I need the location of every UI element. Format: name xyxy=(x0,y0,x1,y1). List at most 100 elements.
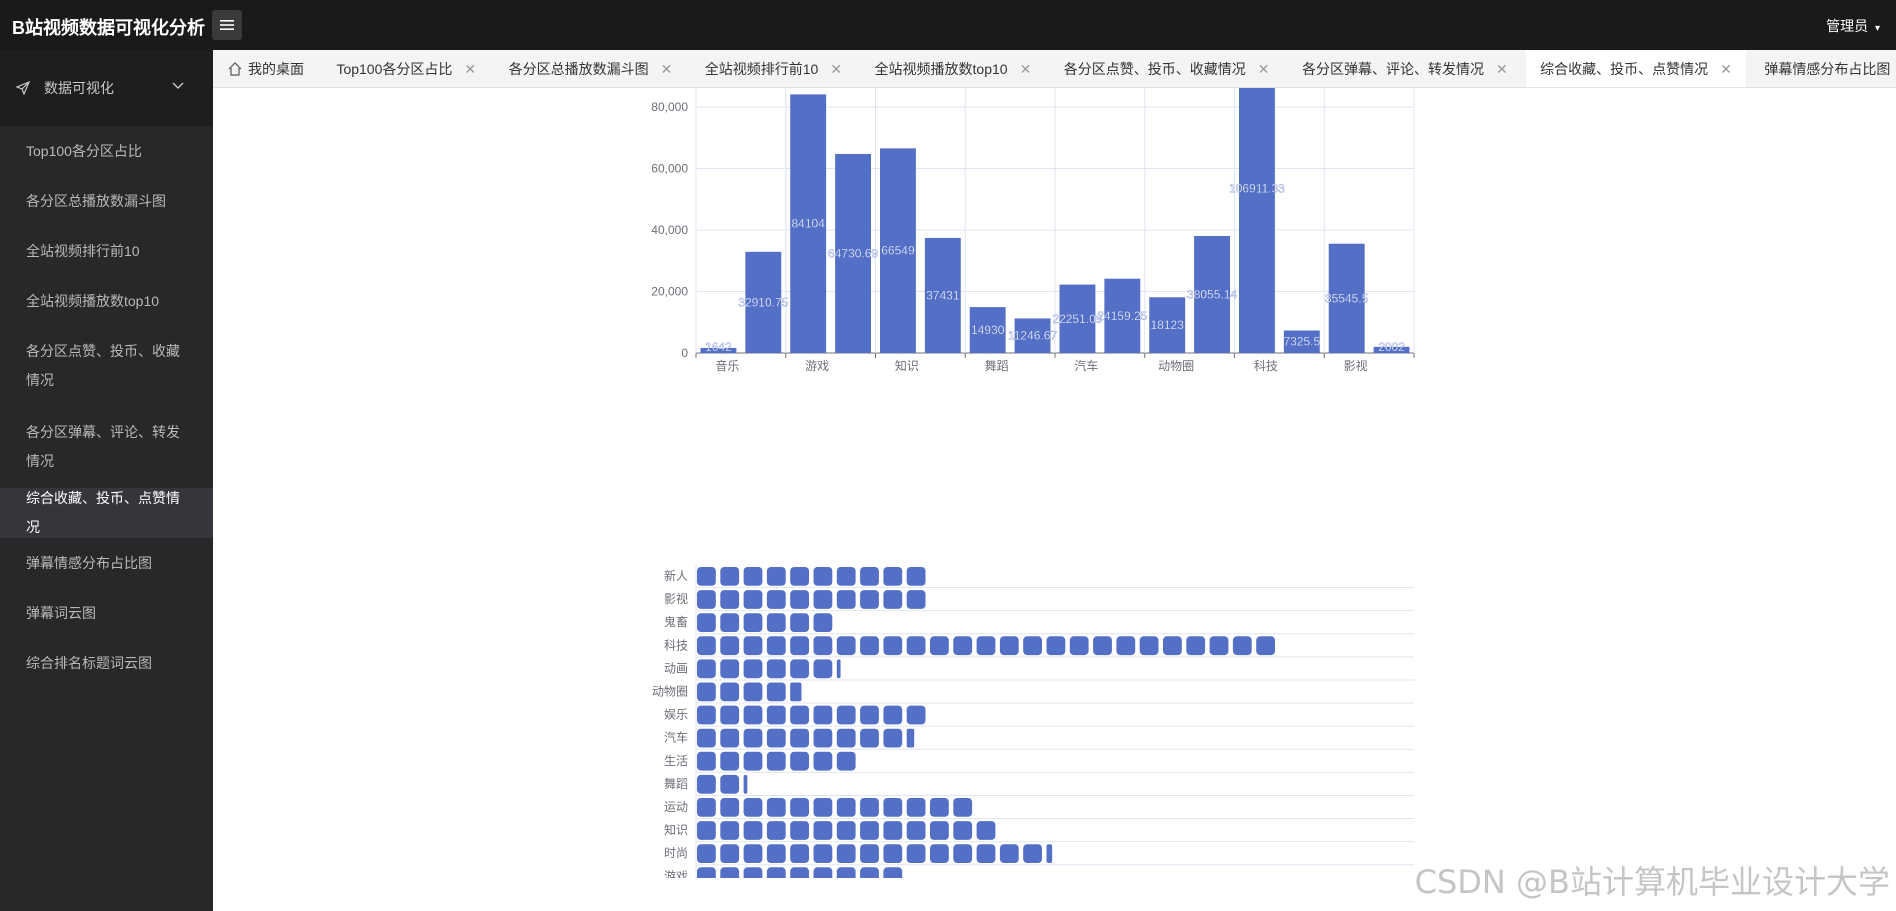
pictorial-symbol xyxy=(1093,636,1112,656)
pictorial-symbol xyxy=(720,844,740,863)
sidebar-section-data-viz[interactable]: 数据可视化 xyxy=(0,50,213,126)
pictorial-symbol xyxy=(766,751,786,771)
tab-home[interactable]: 我的桌面 xyxy=(213,50,318,87)
sidebar-section-label: 数据可视化 xyxy=(44,80,114,96)
pictorial-symbol xyxy=(720,659,740,679)
tab-play-top10[interactable]: 全站视频播放数top10 ✕ xyxy=(861,50,1046,87)
hamburger-icon xyxy=(220,20,234,30)
pictorial-symbol xyxy=(697,636,716,656)
pictorial-symbol xyxy=(697,705,716,725)
close-icon[interactable]: ✕ xyxy=(1257,60,1270,77)
pictorial-symbol xyxy=(766,682,786,702)
sidebar-item-label: 全站视频排行前10 xyxy=(26,242,140,259)
pictorial-symbol xyxy=(743,728,763,748)
x-tick-label: 音乐 xyxy=(715,358,739,373)
sidebar-item-play-top10[interactable]: 全站视频播放数top10 xyxy=(0,276,213,326)
pictorial-symbol xyxy=(1046,636,1066,656)
pictorial-symbol xyxy=(1023,844,1042,863)
tab-danmu-comment[interactable]: 各分区弹幕、评论、转发情况 ✕ xyxy=(1288,50,1522,87)
close-icon[interactable]: ✕ xyxy=(464,60,477,77)
pictorial-symbol xyxy=(860,567,879,586)
pictorial-symbol xyxy=(743,567,763,586)
pictorial-symbol xyxy=(790,821,809,840)
close-icon[interactable]: ✕ xyxy=(1495,60,1508,77)
sidebar-item-sentiment[interactable]: 弹幕情感分布占比图 xyxy=(0,538,213,588)
pictorial-symbol xyxy=(813,728,833,748)
pictorial-symbol xyxy=(1256,636,1275,656)
bar-value-label: 18123 xyxy=(1151,318,1185,332)
y-tick-label: 鬼畜 xyxy=(664,614,688,629)
close-icon[interactable]: ✕ xyxy=(660,60,673,77)
y-tick-label: 生活 xyxy=(664,754,688,768)
sidebar-item-label: 综合收藏、投币、点赞情况 xyxy=(26,490,180,535)
tab-label: 综合收藏、投币、点赞情况 xyxy=(1540,61,1709,77)
pictorial-symbol xyxy=(906,705,926,725)
tab-top10[interactable]: 全站视频排行前10 ✕ xyxy=(691,50,856,87)
pictorial-symbol xyxy=(743,867,763,878)
sidebar-item-top100[interactable]: Top100各分区占比 xyxy=(0,126,213,176)
menu-toggle-button[interactable] xyxy=(212,10,242,40)
user-menu[interactable]: 管理员 ▾ xyxy=(1826,16,1880,36)
pictorial-symbol xyxy=(790,728,809,748)
pictorial-symbol xyxy=(860,705,879,725)
bar-value-label: 24159.25 xyxy=(1097,309,1147,323)
sidebar-item-label: 各分区总播放数漏斗图 xyxy=(26,192,166,209)
pictorial-symbol xyxy=(697,659,716,679)
bar xyxy=(969,307,1006,353)
tab-sentiment[interactable]: 弹幕情感分布占比图 xyxy=(1750,50,1896,87)
bar-chart-averages: 0 20,000 40,000 60,000 80,000 1642 32910.75 841… xyxy=(651,88,1415,373)
pictorial-symbol xyxy=(720,798,740,817)
close-icon[interactable]: ✕ xyxy=(1019,60,1032,77)
tab-funnel[interactable]: 各分区总播放数漏斗图 ✕ xyxy=(495,50,687,87)
pictorial-symbol xyxy=(697,613,716,632)
x-tick-label: 知识 xyxy=(895,359,919,373)
pictorial-symbol xyxy=(883,705,903,725)
pictorial-symbol xyxy=(813,590,833,609)
app-title: B站视频数据可视化分析 xyxy=(12,18,205,38)
sidebar-item-danmu-comment[interactable]: 各分区弹幕、评论、转发情况 xyxy=(0,407,213,488)
sidebar-item-label: 弹幕词云图 xyxy=(26,604,96,621)
main-content: 0 20,000 40,000 60,000 80,000 1642 32910.75 841… xyxy=(213,88,1896,911)
bar xyxy=(835,153,872,353)
bar xyxy=(1328,243,1365,353)
tab-label: 各分区总播放数漏斗图 xyxy=(508,61,649,77)
y-tick-label: 80,000 xyxy=(651,100,688,114)
close-icon[interactable]: ✕ xyxy=(1720,60,1732,77)
bar-value-label: 1642 xyxy=(705,340,732,354)
tab-overall[interactable]: 综合收藏、投币、点赞情况 ✕ xyxy=(1526,50,1746,87)
tab-top100[interactable]: Top100各分区占比 ✕ xyxy=(322,50,490,87)
sidebar-item-like-coin-fav[interactable]: 各分区点赞、投币、收藏情况 xyxy=(0,326,213,407)
y-tick-label: 40,000 xyxy=(651,223,688,237)
pictorial-symbol xyxy=(813,867,833,878)
sidebar-item-overall[interactable]: 综合收藏、投币、点赞情况 xyxy=(0,488,213,538)
pictorial-symbol xyxy=(743,705,763,725)
sidebar-item-label: 弹幕情感分布占比图 xyxy=(26,554,152,571)
pictorial-symbol xyxy=(1069,636,1089,656)
sidebar-item-title-cloud[interactable]: 综合排名标题词云图 xyxy=(0,638,213,688)
pictorial-symbol xyxy=(883,867,903,878)
bar xyxy=(1238,88,1275,353)
pictorial-symbol xyxy=(906,821,926,840)
pictorial-symbol xyxy=(976,821,996,840)
pictorial-symbol xyxy=(790,659,809,679)
y-tick-label: 60,000 xyxy=(651,162,688,176)
top-bar: B站视频数据可视化分析 管理员 ▾ xyxy=(0,0,1896,50)
sidebar-item-wordcloud[interactable]: 弹幕词云图 xyxy=(0,588,213,638)
pictorial-symbol xyxy=(976,844,996,863)
pictorial-symbol xyxy=(906,798,926,817)
pictorial-symbol xyxy=(697,590,716,609)
pictorial-symbol xyxy=(697,867,716,878)
tab-like-coin-fav[interactable]: 各分区点赞、投币、收藏情况 ✕ xyxy=(1050,50,1284,87)
pictorial-symbol xyxy=(766,590,786,609)
sidebar-item-funnel[interactable]: 各分区总播放数漏斗图 xyxy=(0,176,213,226)
sidebar-item-top10[interactable]: 全站视频排行前10 xyxy=(0,226,213,276)
bar-value-label: 64730.69 xyxy=(828,246,878,260)
bar xyxy=(879,148,916,353)
y-tick-label: 20,000 xyxy=(651,285,688,299)
pictorial-symbol xyxy=(836,751,856,771)
pictorial-symbol xyxy=(836,821,856,840)
tab-label: 各分区弹幕、评论、转发情况 xyxy=(1301,61,1484,77)
close-icon[interactable]: ✕ xyxy=(830,60,843,77)
pictorial-symbol xyxy=(766,844,786,863)
pictorial-symbol xyxy=(743,636,763,656)
